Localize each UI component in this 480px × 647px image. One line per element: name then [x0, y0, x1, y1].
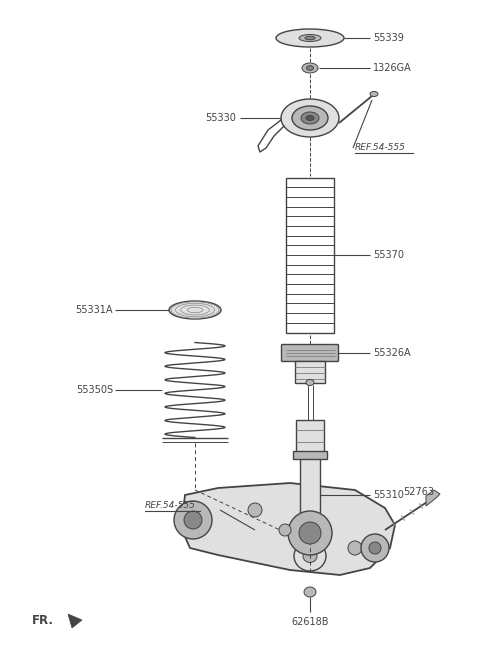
- Ellipse shape: [276, 29, 344, 47]
- Text: 62618B: 62618B: [291, 617, 329, 627]
- Ellipse shape: [304, 587, 316, 597]
- Ellipse shape: [307, 66, 313, 71]
- Text: FR.: FR.: [32, 613, 54, 626]
- Text: REF.54-555: REF.54-555: [145, 501, 196, 509]
- Ellipse shape: [292, 106, 328, 130]
- FancyBboxPatch shape: [281, 344, 338, 362]
- Ellipse shape: [306, 380, 314, 386]
- Ellipse shape: [299, 34, 321, 41]
- Ellipse shape: [361, 534, 389, 562]
- Bar: [300, 455, 320, 540]
- Ellipse shape: [174, 501, 212, 539]
- Ellipse shape: [302, 63, 318, 73]
- Text: 55326A: 55326A: [373, 348, 410, 358]
- Text: 55330: 55330: [205, 113, 236, 123]
- Text: 1326GA: 1326GA: [373, 63, 412, 73]
- Bar: [296, 420, 324, 455]
- Ellipse shape: [248, 503, 262, 517]
- Text: REF.54-555: REF.54-555: [355, 144, 406, 153]
- Ellipse shape: [288, 511, 332, 555]
- Ellipse shape: [299, 522, 321, 544]
- Text: 55310: 55310: [373, 490, 404, 500]
- Ellipse shape: [281, 99, 339, 137]
- Ellipse shape: [303, 549, 317, 562]
- Ellipse shape: [279, 524, 291, 536]
- Ellipse shape: [305, 36, 315, 39]
- Ellipse shape: [306, 116, 314, 120]
- Ellipse shape: [184, 511, 202, 529]
- Ellipse shape: [301, 112, 319, 124]
- Ellipse shape: [348, 541, 362, 555]
- Ellipse shape: [294, 541, 326, 571]
- Ellipse shape: [370, 91, 378, 96]
- Text: 52763: 52763: [403, 487, 434, 497]
- Bar: [295, 360, 325, 382]
- Text: 55370: 55370: [373, 250, 404, 260]
- Polygon shape: [68, 614, 82, 628]
- Ellipse shape: [169, 301, 221, 319]
- Text: 55331A: 55331A: [75, 305, 113, 315]
- Ellipse shape: [369, 542, 381, 554]
- Text: 55350S: 55350S: [76, 385, 113, 395]
- Text: 55339: 55339: [373, 33, 404, 43]
- Polygon shape: [182, 483, 395, 575]
- Polygon shape: [426, 490, 440, 506]
- Bar: [293, 451, 327, 459]
